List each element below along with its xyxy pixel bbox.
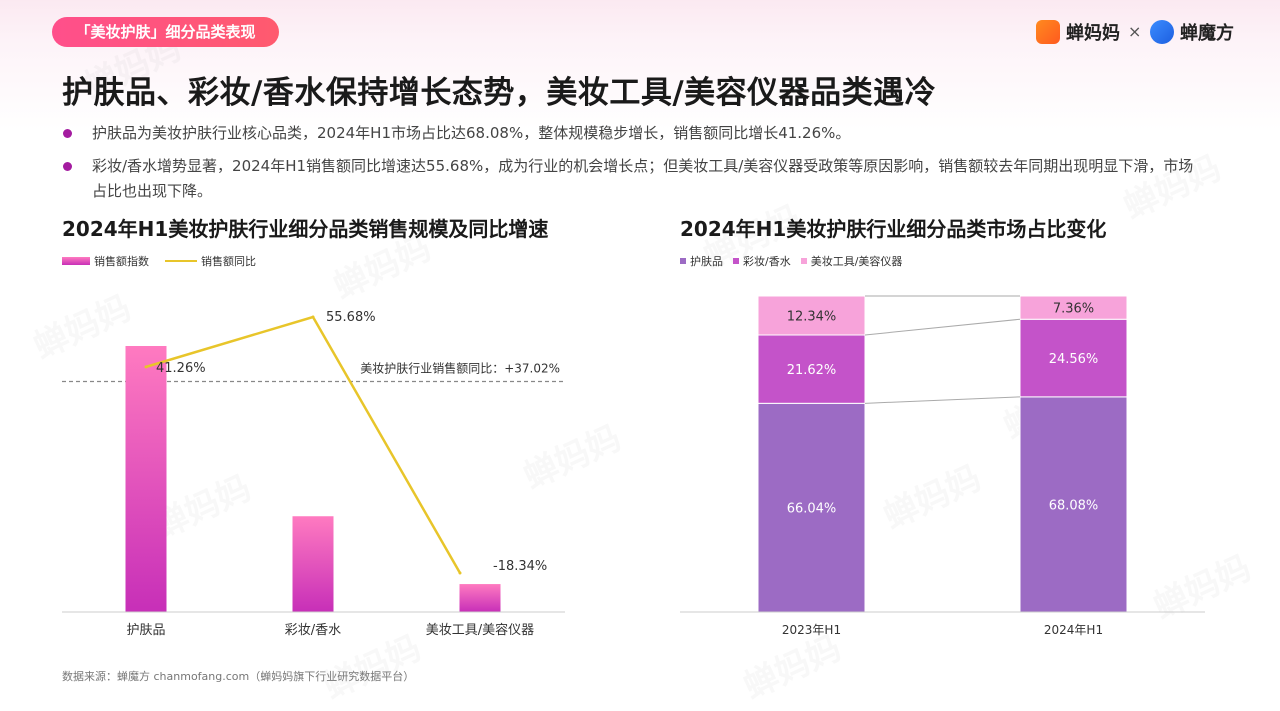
legend-label-tools: 美妆工具/美容仪器 bbox=[810, 255, 903, 268]
brand-chanmofang-label: 蝉魔方 bbox=[1180, 23, 1234, 44]
page-title: 护肤品、彩妆/香水保持增长态势，美妆工具/美容仪器品类遇冷 bbox=[62, 75, 937, 111]
brand-separator: × bbox=[1128, 22, 1142, 41]
legend-label-skincare: 护肤品 bbox=[690, 255, 723, 268]
chanmama-logo-icon bbox=[1036, 20, 1060, 44]
stacked-segment bbox=[757, 402, 866, 613]
segment-label: 12.34% bbox=[787, 309, 837, 324]
left-chart-legend: 销售额指数 销售额同比 bbox=[62, 253, 256, 269]
segment-label: 68.08% bbox=[1049, 498, 1099, 513]
data-source: 数据来源：蝉魔方 chanmofang.com（蝉妈妈旗下行业研究数据平台） bbox=[62, 670, 415, 683]
stacked-segment bbox=[1019, 295, 1128, 320]
right-chart: 66.04% 21.62% 12.34% 2023年H1 68.08% 24.56% 7.3… bbox=[680, 295, 1205, 637]
brand-chanmofang: 蝉魔方 bbox=[1150, 18, 1234, 46]
brand-chanmama-label: 蝉妈妈 bbox=[1066, 23, 1120, 44]
stacked-segment bbox=[1019, 396, 1128, 613]
segment-label: 7.36% bbox=[1053, 302, 1094, 317]
section-tag: 「美妆护肤」细分品类表现 bbox=[52, 17, 279, 47]
data-label-yoy: 41.26% bbox=[156, 361, 206, 376]
data-label-yoy: -18.34% bbox=[493, 559, 547, 574]
left-chart: 美妆护肤行业销售额同比：+37.02% 护肤品 彩妆/香水 美妆工具/美容仪器 41.2… bbox=[62, 310, 565, 638]
legend-swatch-sales-index bbox=[62, 257, 90, 265]
point-yoy bbox=[144, 365, 148, 369]
segment-label: 66.04% bbox=[787, 502, 837, 517]
x-tick-label: 美妆工具/美容仪器 bbox=[426, 622, 534, 638]
reference-line-label: 美妆护肤行业销售额同比：+37.02% bbox=[360, 361, 560, 376]
chanmofang-logo-icon bbox=[1150, 20, 1174, 44]
x-tick-label: 护肤品 bbox=[126, 623, 165, 638]
connector-line bbox=[864, 318, 1021, 336]
right-chart-legend: 护肤品 彩妆/香水 美妆工具/美容仪器 bbox=[680, 253, 902, 269]
x-tick-label: 2023年H1 bbox=[782, 623, 841, 637]
bar-sales-index bbox=[292, 516, 334, 612]
bullet-makeup-tools: 彩妆/香水增势显著，2024年H1销售额同比增速达55.68%，成为行业的机会增… bbox=[63, 154, 1202, 204]
brand-chanmama: 蝉妈妈 bbox=[1036, 18, 1120, 46]
connector-line bbox=[864, 396, 1021, 404]
segment-label: 21.62% bbox=[787, 363, 837, 378]
right-chart-title: 2024年H1美妆护肤行业细分品类市场占比变化 bbox=[680, 217, 1107, 241]
legend-swatch-tools bbox=[800, 258, 807, 264]
legend-label-yoy: 销售额同比 bbox=[201, 255, 256, 268]
point-yoy bbox=[311, 315, 315, 319]
segment-label: 24.56% bbox=[1049, 352, 1099, 367]
legend-swatch-skincare bbox=[680, 258, 686, 264]
left-chart-title: 2024年H1美妆护肤行业细分品类销售规模及同比增速 bbox=[62, 217, 549, 241]
bar-sales-index bbox=[125, 346, 167, 612]
legend-label-sales-index: 销售额指数 bbox=[94, 255, 149, 268]
stacked-segment bbox=[757, 295, 866, 336]
point-yoy bbox=[458, 571, 462, 575]
x-tick-label: 2024年H1 bbox=[1044, 623, 1103, 637]
legend-swatch-yoy bbox=[165, 260, 197, 262]
bullet-skincare: 护肤品为美妆护肤行业核心品类，2024年H1市场占比达68.08%，整体规模稳步… bbox=[63, 121, 1202, 146]
bar-sales-index bbox=[459, 584, 501, 612]
legend-swatch-makeup bbox=[733, 258, 739, 264]
stacked-segment bbox=[1019, 318, 1128, 398]
data-label-yoy: 55.68% bbox=[326, 310, 376, 325]
x-tick-label: 彩妆/香水 bbox=[285, 623, 341, 638]
legend-label-makeup: 彩妆/香水 bbox=[743, 255, 791, 268]
